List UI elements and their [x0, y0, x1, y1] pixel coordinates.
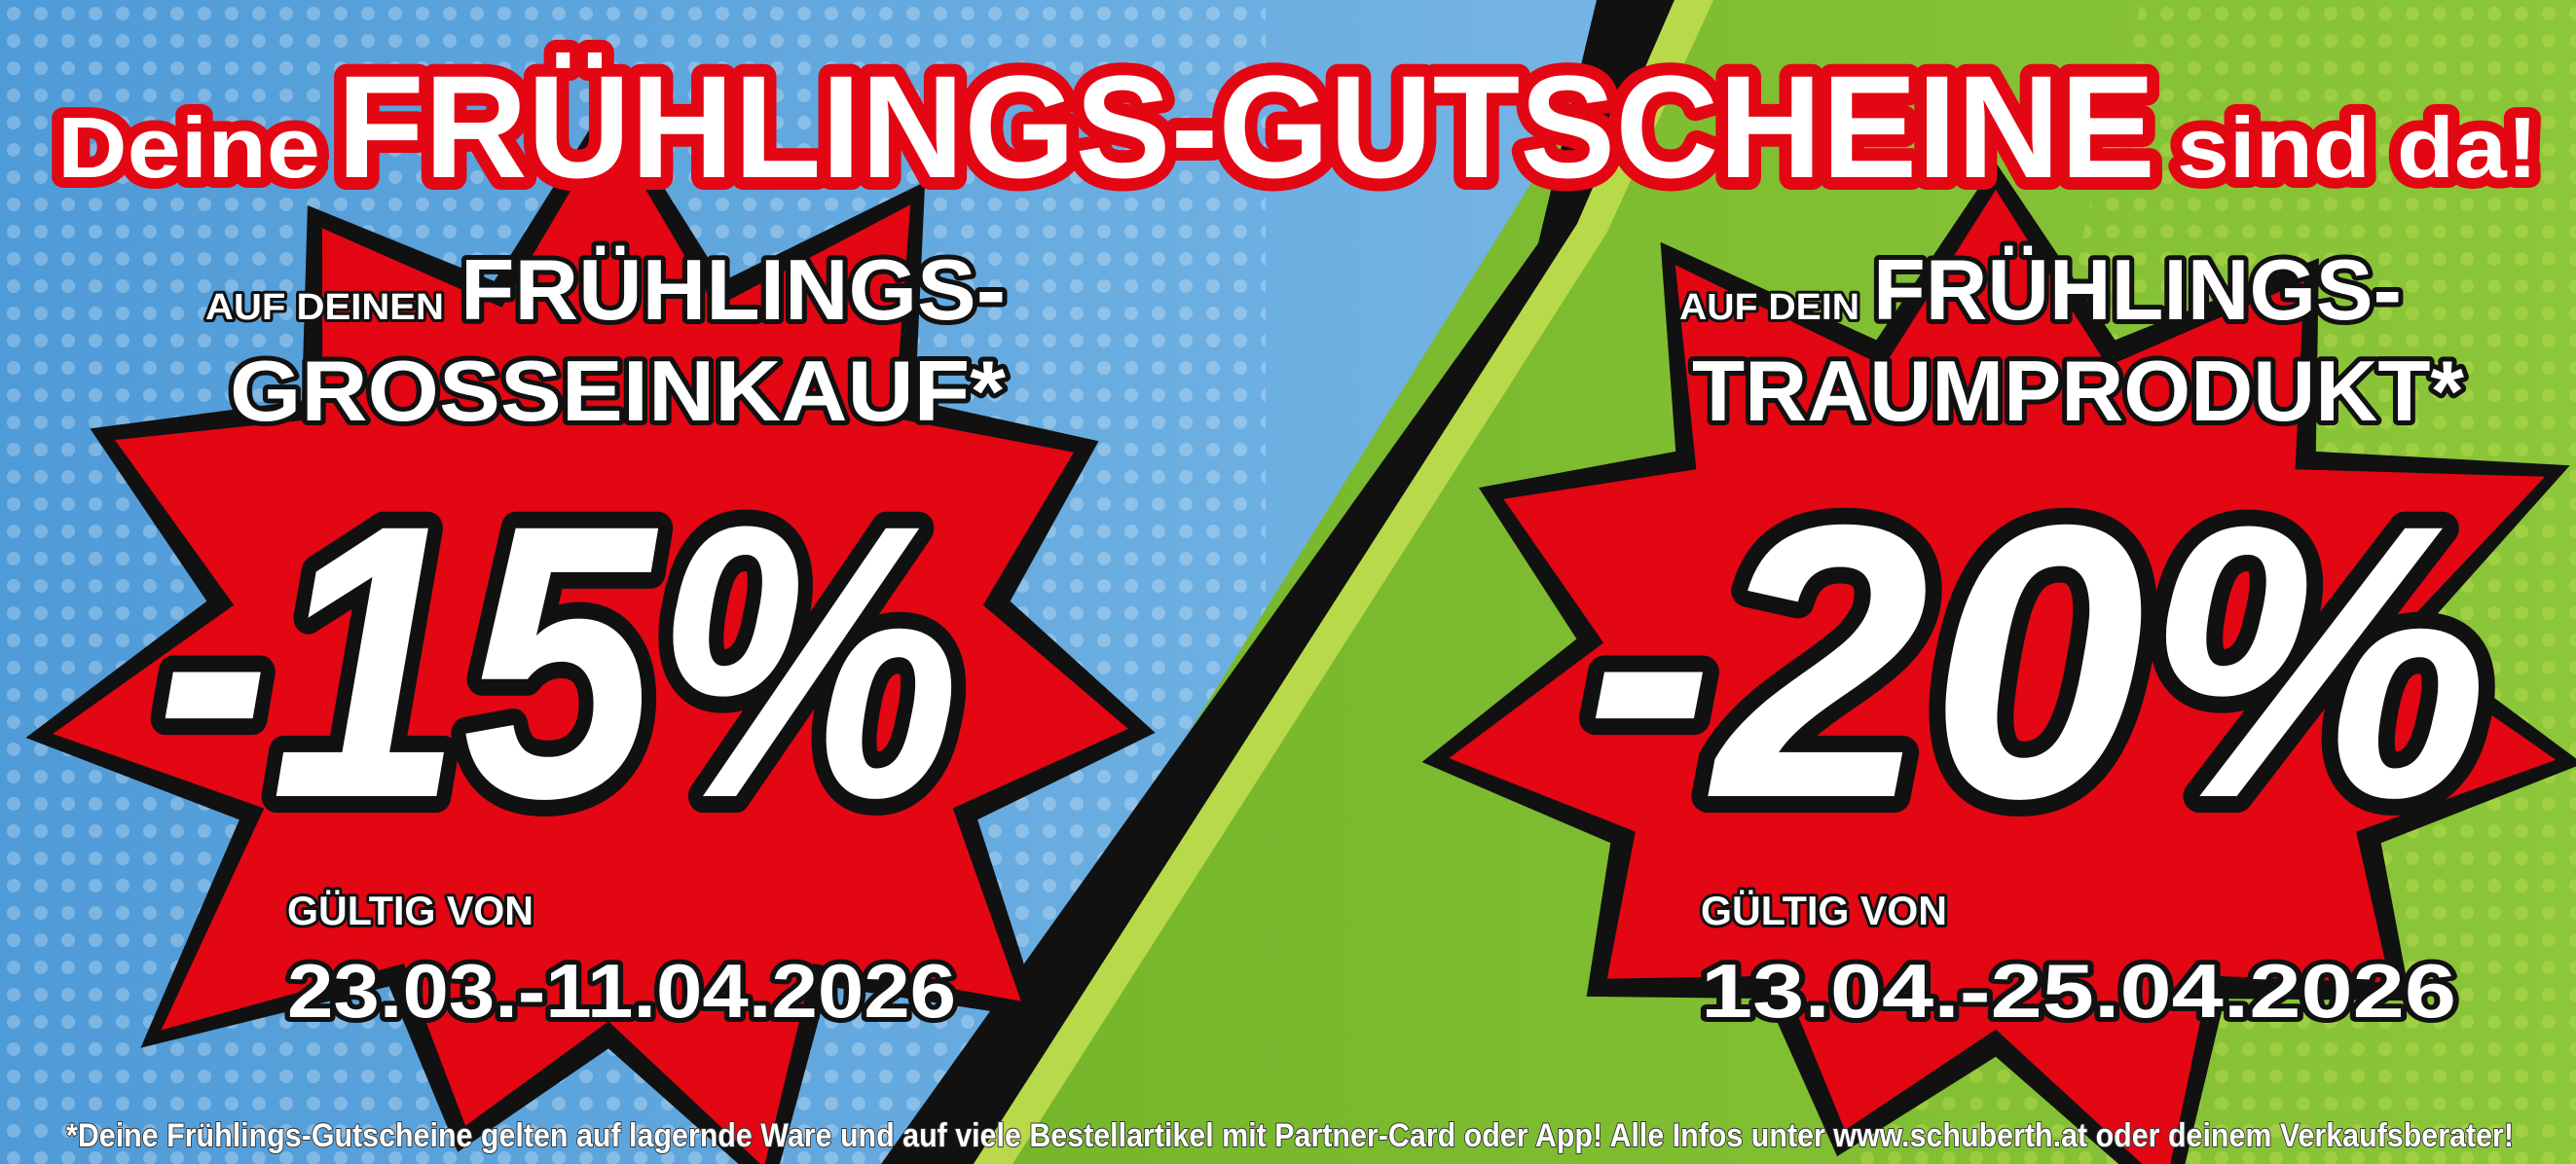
- headline-suffix: sind da!: [2177, 99, 2538, 196]
- left-offer-valid-dates: 23.03.-11.04.2026: [287, 948, 956, 1034]
- right-offer-discount: -20%: [1585, 444, 2489, 879]
- footnote: *Deine Frühlings-Gutscheine gelten auf l…: [66, 1117, 2514, 1154]
- headline-prefix: Deine: [57, 99, 320, 196]
- right-offer-small: AUF DEIN: [1679, 287, 1859, 328]
- left-offer-line1: FRÜHLINGS-: [460, 241, 1006, 338]
- diagonal-highlight: [974, 0, 1713, 1164]
- diagonal-divider: [881, 0, 1674, 1164]
- left-offer: AUF DEINEN FRÜHLINGS- GROSSEINKAUF* -15%…: [139, 236, 1012, 1038]
- right-offer-line2: TRAUMPRODUKT*: [1692, 343, 2465, 439]
- left-offer-line2: GROSSEINKAUF*: [230, 343, 1007, 439]
- right-offer-valid-dates: 13.04.-25.04.2026: [1701, 948, 2456, 1034]
- headline-main: FRÜHLINGS-GUTSCHEINE: [337, 45, 2155, 208]
- left-offer-valid-label: GÜLTIG VON: [287, 888, 534, 933]
- right-offer-valid-label: GÜLTIG VON: [1701, 888, 1947, 933]
- left-offer-small: AUF DEINEN: [205, 287, 444, 328]
- starburst-left: [53, 127, 1128, 1164]
- right-offer-line1: FRÜHLINGS-: [1873, 241, 2402, 338]
- right-offer: AUF DEIN FRÜHLINGS- TRAUMPRODUKT* -20% G…: [1568, 236, 2506, 1038]
- left-offer-discount: -15%: [156, 444, 961, 879]
- starburst-right: [1449, 189, 2557, 1164]
